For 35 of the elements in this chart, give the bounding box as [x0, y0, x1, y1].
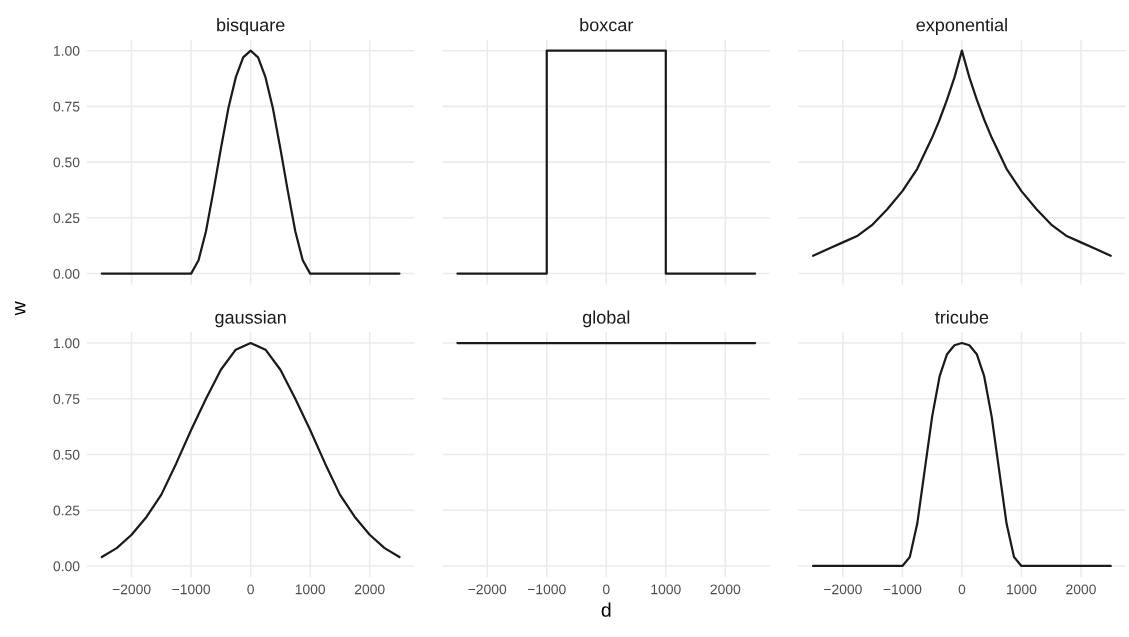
- x-tick-label: −1000: [883, 584, 922, 595]
- x-tick-label: −2000: [824, 584, 862, 595]
- line-series: [100, 341, 401, 559]
- y-tick-label: 0.50: [53, 449, 80, 460]
- y-tick-label: 0.75: [53, 101, 80, 112]
- x-tick-label: 2000: [1066, 584, 1096, 595]
- chart-title: global: [582, 310, 630, 328]
- chart-title: tricube: [935, 310, 989, 324]
- chart-title: exponential: [916, 18, 1007, 35]
- y-axis-title: w: [15, 301, 26, 316]
- x-tick-label: 2000: [710, 584, 741, 595]
- x-tick-label: 0: [247, 584, 254, 595]
- chart-title: boxcar: [580, 18, 634, 32]
- y-tick-label: 0.00: [53, 561, 80, 572]
- y-tick-label: 1.00: [54, 338, 80, 349]
- y-tick-label: 0.75: [53, 394, 80, 404]
- x-tick-label: −2000: [112, 584, 151, 595]
- x-axis-title: d: [601, 602, 611, 617]
- x-tick-label: 1000: [651, 584, 681, 595]
- x-tick-label: 0: [958, 584, 966, 595]
- x-tick-label: 1000: [1007, 584, 1037, 595]
- x-tick-label: 0: [602, 584, 610, 595]
- x-tick-label: −2000: [468, 584, 507, 595]
- y-tick-label: 0.25: [53, 505, 80, 516]
- y-tick-label: 0.50: [53, 157, 80, 168]
- x-tick-label: 1000: [295, 584, 326, 595]
- y-tick-label: 0.25: [53, 213, 80, 224]
- chart-title: bisquare: [217, 18, 285, 35]
- line-series: [100, 49, 401, 275]
- y-tick-label: 0.00: [53, 268, 80, 279]
- x-tick-label: −1000: [527, 584, 566, 595]
- chart-title: gaussian: [215, 310, 286, 328]
- x-tick-label: −1000: [172, 584, 211, 595]
- y-tick-label: 1.00: [54, 45, 80, 56]
- x-tick-label: 2000: [354, 584, 385, 595]
